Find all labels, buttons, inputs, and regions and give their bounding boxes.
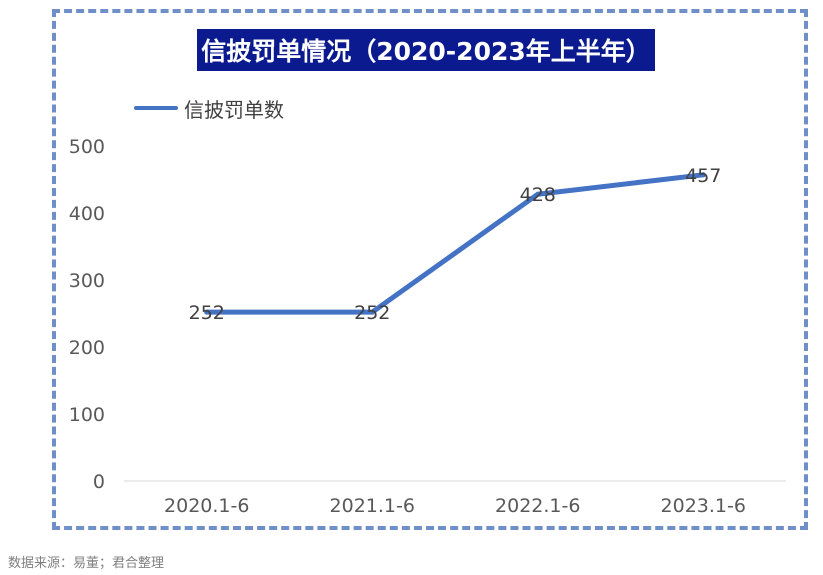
y-tick-label: 500 bbox=[69, 136, 105, 158]
data-label: 252 bbox=[189, 302, 225, 324]
y-tick-label: 0 bbox=[93, 471, 105, 493]
legend-label: 信披罚单数 bbox=[184, 97, 284, 122]
data-point bbox=[700, 172, 706, 178]
chart-frame bbox=[52, 9, 808, 530]
source-note: 数据来源：易董；君合整理 bbox=[8, 556, 165, 571]
legend: 信披罚单数 bbox=[134, 94, 284, 122]
y-tick-label: 200 bbox=[69, 337, 105, 359]
chart-title: 信披罚单情况（2020-2023年上半年） bbox=[197, 29, 655, 71]
x-tick-label: 2021.1-6 bbox=[330, 495, 415, 517]
data-label: 252 bbox=[354, 302, 390, 324]
y-tick-label: 100 bbox=[69, 404, 105, 426]
x-tick-label: 2023.1-6 bbox=[661, 495, 746, 517]
data-point bbox=[535, 191, 541, 197]
y-tick-label: 400 bbox=[69, 203, 105, 225]
legend-line-swatch bbox=[134, 106, 178, 110]
data-point bbox=[369, 309, 375, 315]
x-tick-label: 2022.1-6 bbox=[495, 495, 580, 517]
y-tick-label: 300 bbox=[69, 270, 105, 292]
series-line bbox=[204, 172, 706, 315]
data-label: 457 bbox=[685, 165, 721, 187]
x-tick-label: 2020.1-6 bbox=[164, 495, 249, 517]
data-point bbox=[204, 309, 210, 315]
data-label: 428 bbox=[520, 184, 556, 206]
